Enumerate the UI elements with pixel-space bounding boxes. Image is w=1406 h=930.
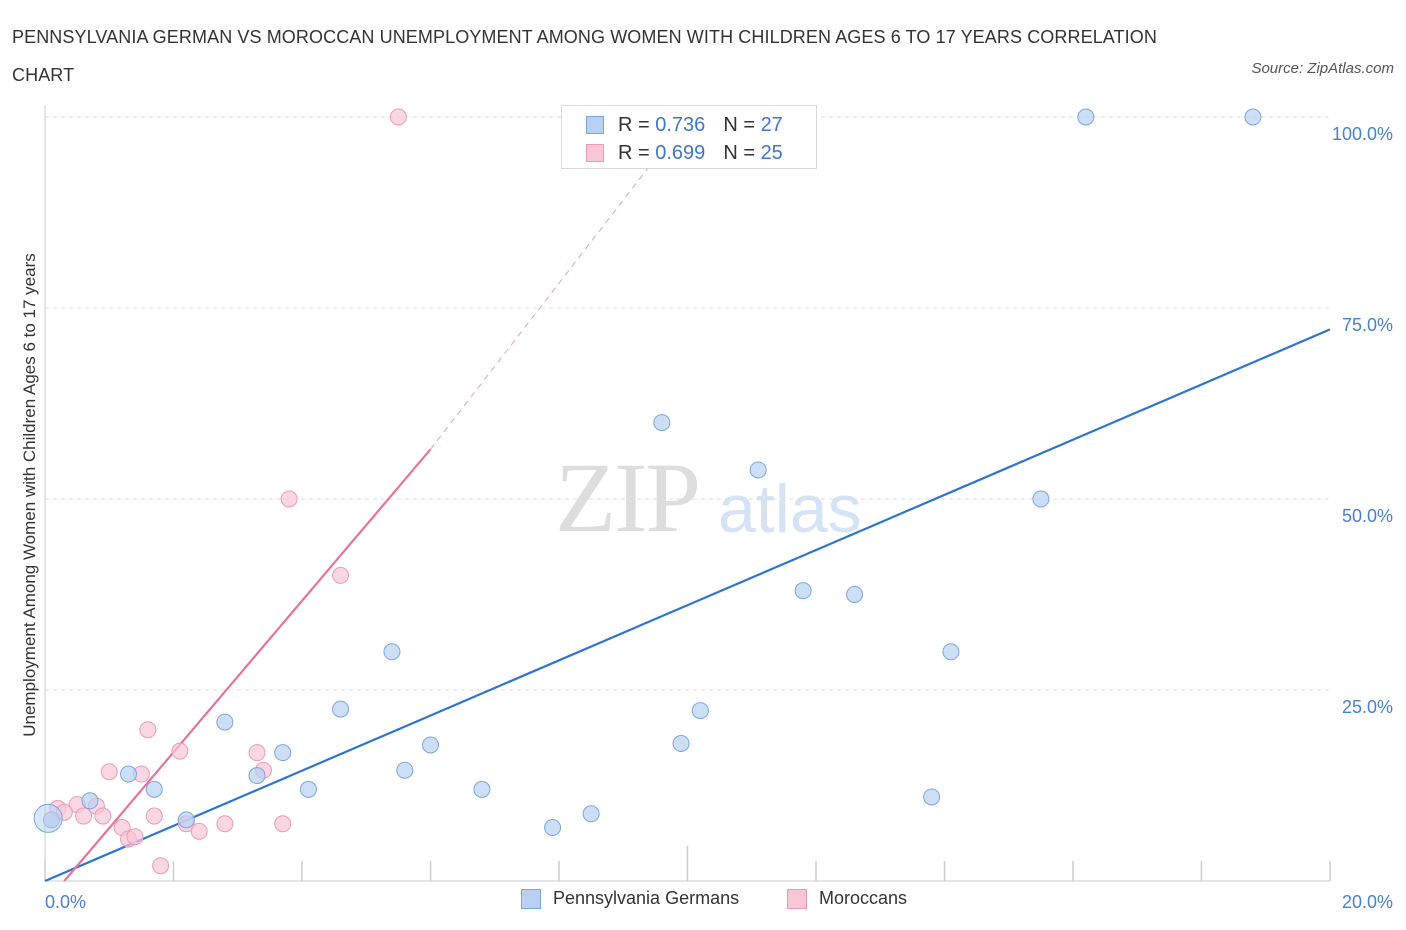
legend-n-label: N =: [723, 141, 755, 164]
trend-line-pennsylvania-germans: [44, 328, 1331, 883]
point-pennsylvania-germans: [81, 792, 99, 810]
watermark-atlas: atlas: [718, 471, 862, 547]
point-moroccans: [190, 822, 208, 840]
point-moroccans: [332, 566, 350, 584]
point-pennsylvania-germans: [923, 788, 941, 806]
legend-item-pennsylvania-germans: Pennsylvania Germans: [521, 888, 739, 909]
point-pennsylvania-germans: [177, 811, 195, 829]
point-moroccans: [139, 721, 157, 739]
correlation-legend: R = 0.736 N = 27 R = 0.699 N = 25: [561, 105, 817, 169]
x-tick-label: 0.0%: [45, 892, 86, 912]
legend-swatch-blue: [521, 888, 541, 909]
legend-row-pennsylvania-germans: R = 0.736 N = 27: [586, 113, 783, 137]
legend-n-label: N =: [723, 113, 755, 136]
point-cluster-pennsylvania-germans: [33, 803, 63, 833]
point-pennsylvania-germans: [749, 461, 767, 479]
point-moroccans: [100, 763, 118, 781]
point-moroccans: [145, 807, 163, 825]
legend-label: Moroccans: [819, 888, 908, 908]
legend-r-label: R =: [618, 141, 650, 164]
point-pennsylvania-germans: [672, 734, 690, 752]
point-pennsylvania-germans: [653, 414, 671, 432]
point-moroccans: [389, 108, 407, 126]
point-pennsylvania-germans: [274, 744, 292, 762]
point-pennsylvania-germans: [422, 736, 439, 754]
point-moroccans: [94, 807, 112, 825]
series-legend: Pennsylvania Germans Moroccans: [0, 888, 1406, 916]
legend-r-label: R =: [618, 113, 650, 136]
legend-swatch-blue: [586, 116, 604, 134]
legend-n-value: 25: [760, 141, 783, 164]
source-label: Source: ZipAtlas.com: [1251, 60, 1394, 77]
legend-r-value: 0.699: [655, 141, 706, 164]
y-tick-label: 75.0%: [1342, 315, 1393, 335]
tick-labels: 100.0% 75.0% 50.0% 25.0% 0.0% 20.0%: [45, 124, 1393, 912]
trend-line-moroccans-extension: [430, 116, 688, 450]
trend-lines: [44, 116, 1331, 883]
legend-r-value: 0.736: [655, 113, 706, 136]
data-points: [33, 108, 1262, 875]
point-pennsylvania-germans: [299, 780, 317, 798]
legend-row-moroccans: R = 0.699 N = 25: [586, 141, 783, 165]
point-pennsylvania-germans: [248, 767, 266, 785]
legend-label: Pennsylvania Germans: [553, 888, 740, 908]
point-moroccans: [75, 807, 93, 825]
chart-title: PENNSYLVANIA GERMAN VS MOROCCAN UNEMPLOY…: [12, 27, 1157, 85]
point-pennsylvania-germans: [216, 713, 234, 731]
point-pennsylvania-germans: [1032, 490, 1050, 508]
point-pennsylvania-germans: [691, 702, 709, 720]
point-pennsylvania-germans: [544, 819, 562, 837]
point-pennsylvania-germans: [145, 780, 163, 798]
point-pennsylvania-germans: [332, 700, 350, 718]
axes: [44, 105, 1331, 882]
point-moroccans: [216, 815, 234, 833]
y-tick-label: 100.0%: [1332, 124, 1393, 144]
y-tick-label: 50.0%: [1342, 506, 1393, 526]
point-pennsylvania-germans: [383, 643, 401, 661]
y-tick-label: 25.0%: [1342, 697, 1393, 717]
point-pennsylvania-germans: [1077, 108, 1095, 126]
legend-item-moroccans: Moroccans: [787, 888, 907, 909]
point-pennsylvania-germans: [582, 805, 600, 823]
legend-swatch-pink: [586, 144, 604, 162]
point-pennsylvania-germans: [1244, 108, 1262, 126]
watermark-zip: ZIP: [555, 442, 701, 553]
point-moroccans: [152, 857, 170, 875]
point-moroccans: [248, 744, 266, 762]
legend-swatch-pink: [787, 888, 807, 909]
point-pennsylvania-germans: [846, 586, 864, 603]
trend-line-moroccans: [63, 448, 432, 882]
point-pennsylvania-germans: [120, 765, 138, 783]
point-moroccans: [280, 490, 298, 508]
point-pennsylvania-germans: [396, 761, 414, 779]
point-pennsylvania-germans: [942, 643, 960, 661]
point-moroccans: [171, 742, 189, 760]
point-pennsylvania-germans: [473, 780, 491, 798]
point-moroccans: [274, 815, 292, 833]
point-pennsylvania-germans: [794, 582, 812, 600]
legend-n-value: 27: [760, 113, 783, 136]
point-moroccans: [126, 828, 144, 846]
y-axis-label: Unemployment Among Women with Children A…: [20, 253, 39, 737]
x-tick-label: 20.0%: [1342, 892, 1393, 912]
